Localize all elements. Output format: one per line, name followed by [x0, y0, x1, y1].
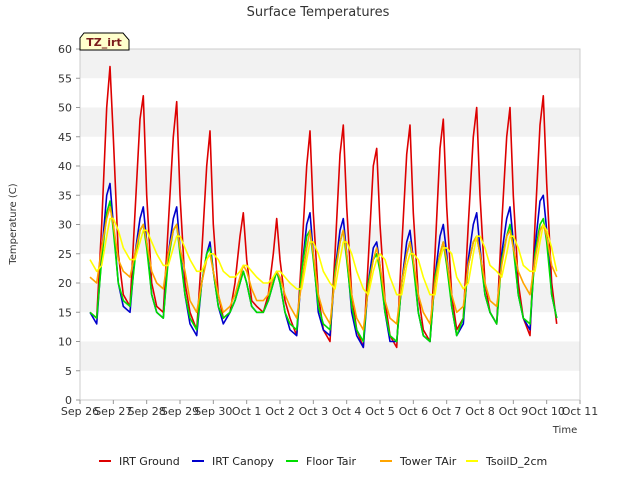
y-tick-label: 15: [58, 306, 72, 319]
badge-label: TZ_irt: [86, 36, 121, 49]
series-line-tsoild-2cm: [89, 217, 558, 296]
grid-band: [80, 370, 580, 400]
grid-band: [80, 107, 580, 137]
y-tick-label: 40: [58, 160, 72, 173]
grid-bands: [80, 49, 580, 400]
y-tick-label: 25: [58, 248, 72, 261]
grid-band: [80, 341, 580, 371]
y-tick-label: 45: [58, 131, 72, 144]
tz-irt-badge: TZ_irt: [79, 32, 130, 51]
x-tick-label: Oct 6: [399, 405, 429, 418]
grid-band: [80, 136, 580, 166]
x-tick-label: Oct 11: [562, 405, 599, 418]
x-tick-label: Oct 8: [465, 405, 495, 418]
legend-label-tsoild-2cm: TsoilD_2cm: [485, 455, 547, 468]
legend-label-floor-tair: Floor Tair: [306, 455, 357, 468]
legend-label-irt-ground: IRT Ground: [119, 455, 180, 468]
x-tick-label: Sep 27: [94, 405, 132, 418]
x-tick-label: Sep 26: [61, 405, 99, 418]
y-tick-label: 30: [58, 219, 72, 232]
x-tick-label: Oct 9: [499, 405, 529, 418]
y-tick-label: 20: [58, 277, 72, 290]
grid-band: [80, 253, 580, 283]
y-tick-label: 35: [58, 189, 72, 202]
chart-title: Surface Temperatures: [247, 5, 390, 20]
x-axis-label: Time: [552, 425, 577, 436]
y-tick-label: 0: [65, 394, 72, 407]
legend: IRT Ground IRT Canopy Floor Tair Tower TAir…: [99, 455, 547, 468]
x-tick-label: Sep 28: [128, 405, 166, 418]
grid-band: [80, 166, 580, 196]
y-tick-label: 5: [65, 365, 72, 378]
x-tick-label: Sep 30: [194, 405, 232, 418]
grid-band: [80, 224, 580, 254]
grid-band: [80, 49, 580, 79]
x-tick-label: Oct 10: [528, 405, 565, 418]
x-tick-label: Oct 1: [232, 405, 262, 418]
y-axis-ticks: 0 5 10 15 20 25 30 35 40 45 50 55 60: [58, 43, 80, 407]
y-axis-label: Temperature (C): [8, 183, 19, 265]
x-tick-label: Oct 4: [332, 405, 362, 418]
y-tick-label: 50: [58, 102, 72, 115]
y-tick-label: 55: [58, 72, 72, 85]
y-tick-label: 10: [58, 336, 72, 349]
y-tick-label: 60: [58, 43, 72, 56]
legend-label-irt-canopy: IRT Canopy: [212, 455, 274, 468]
series-lines: [89, 65, 558, 349]
grid-band: [80, 195, 580, 225]
grid-band: [80, 78, 580, 108]
x-tick-label: Sep 29: [161, 405, 199, 418]
badge-shape: [79, 32, 130, 51]
legend-label-tower-tair: Tower TAir: [399, 455, 457, 468]
x-tick-label: Oct 2: [265, 405, 295, 418]
series-line-tower-tair: [89, 206, 558, 331]
x-tick-label: Oct 7: [432, 405, 462, 418]
x-tick-label: Oct 3: [299, 405, 329, 418]
x-tick-label: Oct 5: [365, 405, 395, 418]
